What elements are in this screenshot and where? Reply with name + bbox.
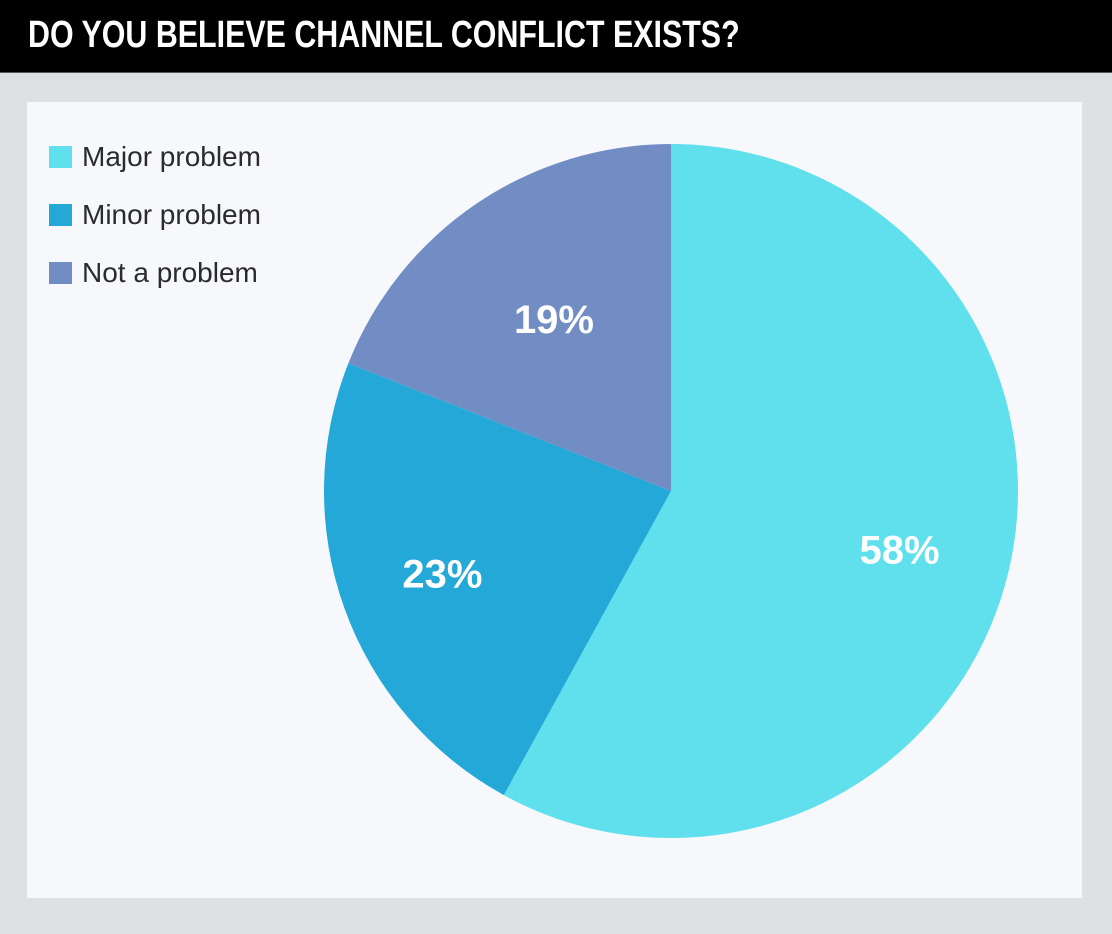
legend-label: Not a problem bbox=[82, 257, 258, 288]
legend-item-minor: Minor problem bbox=[49, 186, 261, 244]
legend: Major problem Minor problem Not a proble… bbox=[49, 128, 261, 302]
chart-title: DO YOU BELIEVE CHANNEL CONFLICT EXISTS? bbox=[28, 14, 740, 56]
pie-slice-minor-problem bbox=[324, 363, 671, 796]
legend-swatch bbox=[49, 262, 72, 284]
legend-label: Minor problem bbox=[82, 199, 261, 230]
data-label: 19% bbox=[514, 298, 594, 342]
data-label: 23% bbox=[402, 552, 482, 596]
pie-slice-not-a-problem bbox=[348, 144, 671, 491]
pie-slice-major-problem bbox=[503, 144, 1018, 838]
legend-item-not: Not a problem bbox=[49, 244, 261, 302]
legend-item-major: Major problem bbox=[49, 128, 261, 186]
legend-label: Major problem bbox=[82, 141, 261, 172]
legend-swatch bbox=[49, 204, 72, 226]
data-label: 58% bbox=[860, 529, 940, 573]
chart-panel: Major problem Minor problem Not a proble… bbox=[27, 102, 1082, 898]
title-bar: DO YOU BELIEVE CHANNEL CONFLICT EXISTS? bbox=[0, 0, 1112, 73]
pie-chart: 58% 23% 19% bbox=[324, 144, 1018, 838]
legend-swatch bbox=[49, 146, 72, 168]
